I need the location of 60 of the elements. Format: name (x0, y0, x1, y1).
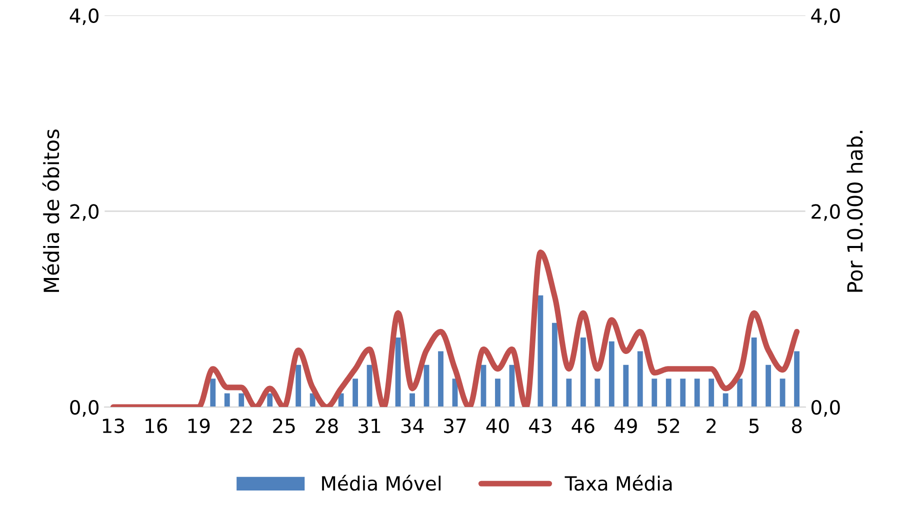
y-tick-label: 0,0 (70, 400, 98, 417)
bar (722, 393, 728, 408)
x-tick-label: 49 (614, 418, 637, 434)
x-tick-label: 19 (188, 418, 210, 434)
y-tick-label: 4,0 (70, 8, 98, 26)
x-tick-label: 5 (749, 418, 759, 434)
x-tick-label: 8 (792, 418, 802, 434)
x-tick-label: 46 (572, 418, 594, 434)
bar (751, 338, 757, 408)
bar (224, 393, 230, 408)
y2-axis-title: Por 10.000 hab. (846, 130, 863, 292)
y2-tick-label: 2,0 (812, 204, 840, 221)
legend-label: Média Móvel (322, 474, 440, 491)
bar (780, 378, 786, 408)
x-tick-label: 43 (529, 418, 552, 434)
bar (794, 351, 800, 408)
bar (438, 351, 444, 408)
bar (637, 351, 643, 408)
bar (580, 338, 586, 408)
bar (666, 378, 672, 408)
bar (366, 364, 372, 408)
x-tick-label: 34 (401, 418, 424, 434)
x-tick-label: 28 (316, 418, 338, 434)
bar (424, 364, 430, 408)
x-tick-label: 16 (146, 418, 168, 434)
bar (395, 338, 401, 408)
bar (594, 378, 600, 408)
x-tick-label: 13 (102, 418, 124, 434)
bar (480, 364, 486, 408)
y2-tick-label: 4,0 (811, 8, 840, 26)
bar (509, 364, 515, 408)
bar (566, 378, 572, 408)
y-axis-title: Média de óbitos (42, 130, 60, 292)
x-tick-label: 31 (358, 418, 380, 434)
bar (210, 378, 216, 408)
bar (495, 378, 500, 408)
bar (623, 364, 629, 408)
bar (608, 341, 614, 408)
x-tick-label: 40 (486, 418, 509, 434)
bar (352, 378, 358, 408)
bar (410, 393, 415, 408)
bar (267, 393, 273, 408)
bar (694, 378, 700, 408)
x-tick-label: 52 (658, 418, 680, 434)
x-tick-label: 2 (706, 418, 716, 433)
bar (652, 378, 658, 408)
bar (238, 393, 244, 408)
legend-label: Taxa Média (564, 474, 672, 491)
y2-tick-label: 0,0 (811, 400, 840, 417)
bar (737, 378, 743, 408)
bar (708, 378, 714, 408)
x-tick-label: 37 (444, 418, 466, 434)
bar (680, 378, 686, 408)
x-tick-label: 22 (230, 418, 252, 433)
x-tick-label: 25 (273, 418, 295, 434)
bar (766, 364, 772, 408)
bar (552, 322, 558, 408)
bar (296, 364, 302, 408)
bar (538, 295, 544, 408)
y-tick-label: 2,0 (70, 204, 98, 221)
